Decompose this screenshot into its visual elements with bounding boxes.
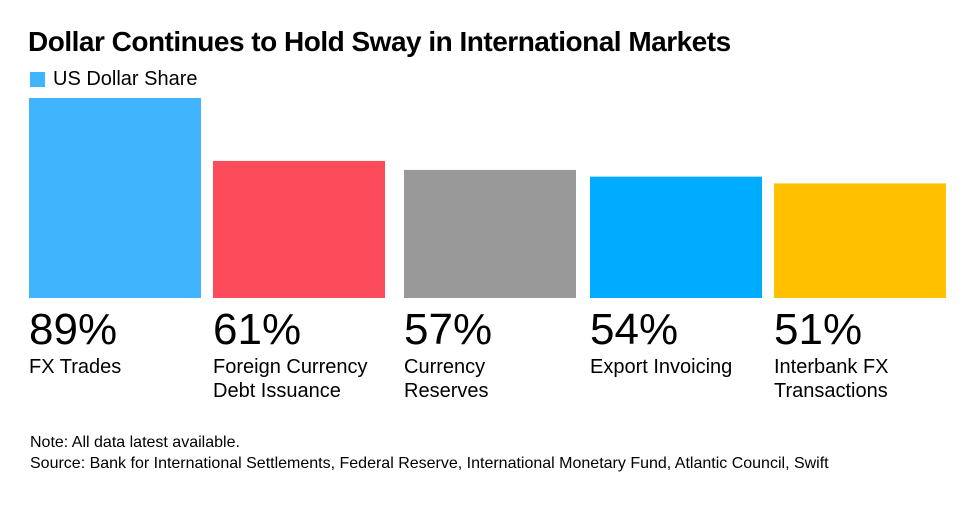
bar-5 — [774, 183, 946, 298]
value-label-2: 61% — [213, 305, 301, 354]
chart-title: Dollar Continues to Hold Sway in Interna… — [28, 26, 731, 57]
bar-1 — [29, 98, 201, 298]
bar-3 — [404, 169, 576, 298]
value-label-5: 51% — [774, 305, 862, 354]
source-text: Source: Bank for International Settlemen… — [30, 455, 829, 472]
legend-label: US Dollar Share — [53, 68, 198, 90]
chart-footer: Note: All data latest available. Source:… — [30, 432, 950, 474]
value-label-4: 54% — [590, 305, 678, 354]
category-label-1: FX Trades — [29, 356, 121, 378]
bar-4 — [590, 176, 762, 298]
category-label-2: Foreign Currency Debt Issuance — [213, 356, 368, 402]
category-label-5: Interbank FX Transactions — [774, 356, 889, 402]
category-label-4: Export Invoicing — [590, 356, 732, 378]
value-label-3: 57% — [404, 305, 492, 354]
bar-2 — [213, 160, 385, 298]
legend: US Dollar Share — [30, 68, 198, 91]
category-label-3: Currency Reserves — [404, 356, 488, 402]
note-text: Note: All data latest available. — [30, 434, 240, 451]
value-label-1: 89% — [29, 305, 117, 354]
legend-swatch — [30, 72, 45, 87]
